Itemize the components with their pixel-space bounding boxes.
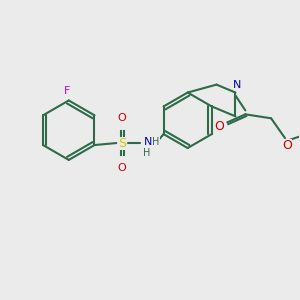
Text: N: N <box>233 80 242 90</box>
Text: N: N <box>144 137 152 147</box>
Text: O: O <box>118 163 127 173</box>
Text: S: S <box>118 136 126 150</box>
Text: F: F <box>64 85 70 96</box>
Text: H: H <box>143 148 151 158</box>
Text: H: H <box>152 137 160 147</box>
Text: O: O <box>215 120 224 133</box>
Text: O: O <box>118 113 127 123</box>
Text: O: O <box>282 139 292 152</box>
